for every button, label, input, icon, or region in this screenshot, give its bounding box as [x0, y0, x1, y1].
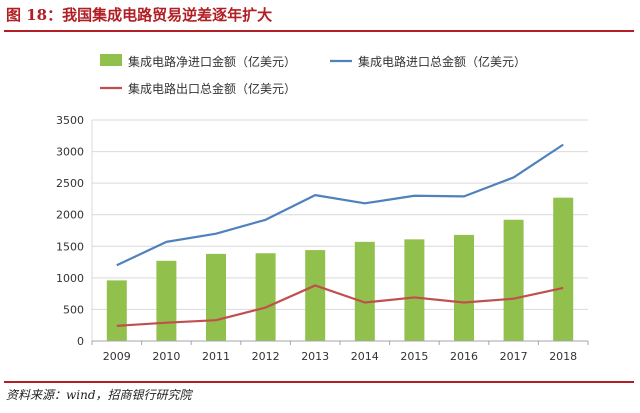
y-tick-label: 1000 [56, 272, 84, 285]
figure-title: 图 18：我国集成电路贸易逆差逐年扩大 [6, 6, 273, 24]
bar-2016 [454, 234, 474, 341]
bar-2017 [503, 219, 524, 341]
x-axis: 2009 2010 2011 2012 2013 2014 2015 2016 2017 2018 [91, 340, 589, 363]
bar-2018 [553, 197, 574, 341]
legend-label-2: 集成电路进口总金额（亿美元） [358, 54, 526, 69]
legend-label-1: 集成电路净进口金额（亿美元） [128, 54, 296, 69]
x-tick-label: 2017 [500, 350, 528, 363]
bar-series [106, 197, 574, 341]
bar-2012 [255, 253, 276, 341]
series-line-2 [116, 284, 564, 327]
x-tick-label: 2012 [252, 350, 280, 363]
y-tick-label: 3500 [56, 114, 84, 127]
bar-2011 [206, 253, 226, 341]
legend-swatch-1 [100, 54, 122, 66]
bar-2009 [106, 280, 127, 341]
y-tick-label: 0 [77, 335, 84, 348]
line-series [116, 143, 564, 327]
series-line-1 [116, 143, 564, 267]
legend: 集成电路净进口金额（亿美元） 集成电路进口总金额（亿美元） 集成电路出口总金额（亿美… [100, 54, 526, 96]
x-tick-label: 2010 [152, 350, 180, 363]
title-rule [4, 30, 634, 32]
legend-label-3: 集成电路出口总金额（亿美元） [128, 81, 296, 96]
x-tick-label: 2014 [351, 350, 379, 363]
bar-2015 [404, 239, 425, 341]
x-tick-label: 2011 [202, 350, 230, 363]
chart: 集成电路净进口金额（亿美元） 集成电路进口总金额（亿美元） 集成电路出口总金额（亿美… [56, 54, 589, 363]
x-tick-label: 2016 [450, 350, 478, 363]
x-tick-label: 2018 [549, 350, 577, 363]
y-tick-label: 2000 [56, 209, 84, 222]
y-tick-label: 1500 [56, 240, 84, 253]
source-note: 资料来源：wind，招商银行研究院 [6, 388, 192, 402]
y-axis: 0 500 1000 1500 2000 2500 3000 3500 [56, 114, 93, 348]
bar-2010 [156, 260, 177, 341]
bar-2014 [354, 241, 375, 341]
bar-2013 [305, 250, 326, 341]
x-tick-label: 2015 [400, 350, 428, 363]
x-tick-label: 2009 [103, 350, 131, 363]
y-tick-label: 500 [63, 303, 84, 316]
y-tick-label: 2500 [56, 177, 84, 190]
source-rule [4, 381, 634, 383]
y-tick-label: 3000 [56, 146, 84, 159]
x-tick-label: 2013 [301, 350, 329, 363]
